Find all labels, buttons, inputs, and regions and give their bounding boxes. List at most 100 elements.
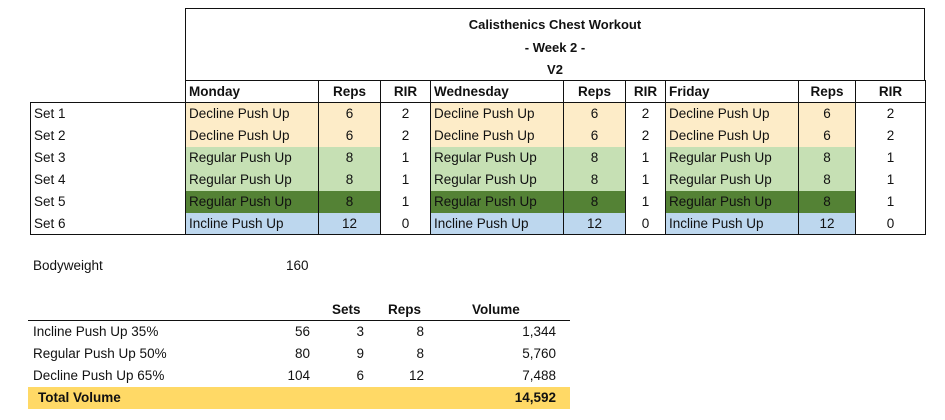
day-header-wednesday[interactable]: Wednesday [430,80,564,103]
exercise-cell-monday[interactable]: Regular Push Up [185,190,319,213]
rir-cell-monday[interactable]: 1 [380,190,431,213]
rir-cell-monday[interactable]: 2 [380,102,431,125]
summary-reps[interactable]: 12 [408,368,424,383]
exercise-cell-wednesday[interactable]: Regular Push Up [430,146,564,169]
rir-cell-wednesday[interactable]: 0 [625,212,666,235]
reps-cell-friday[interactable]: 6 [798,124,856,147]
rir-header[interactable]: RIR [855,80,926,103]
total-volume-value[interactable]: 14,592 [514,390,556,405]
rir-cell-monday[interactable]: 1 [380,146,431,169]
exercise-cell-friday[interactable]: Regular Push Up [665,190,799,213]
summary-row: Decline Push Up 65% 104 6 12 7,488 [28,365,570,387]
reps-header[interactable]: Reps [563,80,626,103]
reps-cell-monday[interactable]: 8 [318,168,381,191]
summary-row: Incline Push Up 35% 56 3 8 1,344 [28,321,570,343]
summary-load[interactable]: 56 [294,324,310,339]
reps-header[interactable]: Reps [318,80,381,103]
reps-cell-wednesday[interactable]: 8 [563,146,626,169]
reps-cell-wednesday[interactable]: 8 [563,190,626,213]
rir-cell-friday[interactable]: 1 [855,190,926,213]
summary-volume[interactable]: 1,344 [522,324,556,339]
rir-cell-wednesday[interactable]: 1 [625,146,666,169]
exercise-cell-monday[interactable]: Incline Push Up [185,212,319,235]
summary-volume[interactable]: 5,760 [522,346,556,361]
rir-cell-friday[interactable]: 1 [855,146,926,169]
summary-sets[interactable]: 3 [356,324,364,339]
total-volume-label: Total Volume [38,390,121,405]
workout-title-block: Calisthenics Chest Workout - Week 2 - V2 [185,8,925,81]
reps-cell-wednesday[interactable]: 12 [563,212,626,235]
exercise-cell-friday[interactable]: Decline Push Up [665,124,799,147]
day-header-row: Monday Reps RIR Wednesday Reps RIR Frida… [30,80,926,103]
rir-header[interactable]: RIR [625,80,666,103]
summary-sets[interactable]: 6 [356,368,364,383]
summary-sets[interactable]: 9 [356,346,364,361]
rir-cell-friday[interactable]: 2 [855,124,926,147]
rir-cell-monday[interactable]: 1 [380,168,431,191]
summary-label[interactable]: Incline Push Up 35% [33,324,159,339]
reps-cell-wednesday[interactable]: 8 [563,168,626,191]
workout-schedule-table: Monday Reps RIR Wednesday Reps RIR Frida… [30,80,926,235]
reps-cell-friday[interactable]: 8 [798,190,856,213]
rir-cell-wednesday[interactable]: 2 [625,102,666,125]
reps-cell-monday[interactable]: 8 [318,146,381,169]
exercise-cell-friday[interactable]: Decline Push Up [665,102,799,125]
set-label[interactable]: Set 5 [30,190,186,213]
reps-cell-monday[interactable]: 6 [318,102,381,125]
rir-cell-wednesday[interactable]: 1 [625,168,666,191]
exercise-cell-friday[interactable]: Incline Push Up [665,212,799,235]
summary-volume[interactable]: 7,488 [522,368,556,383]
summary-reps[interactable]: 8 [416,346,424,361]
day-header-friday[interactable]: Friday [665,80,799,103]
set-row-4: Set 4 Regular Push Up 8 1 Regular Push U… [30,168,926,191]
summary-divider [28,320,570,321]
exercise-cell-monday[interactable]: Regular Push Up [185,146,319,169]
exercise-cell-wednesday[interactable]: Regular Push Up [430,190,564,213]
summary-header-volume: Volume [472,302,520,317]
exercise-cell-monday[interactable]: Decline Push Up [185,124,319,147]
set-label[interactable]: Set 6 [30,212,186,235]
set-label[interactable]: Set 2 [30,124,186,147]
rir-cell-friday[interactable]: 0 [855,212,926,235]
day-header-monday[interactable]: Monday [185,80,319,103]
reps-cell-wednesday[interactable]: 6 [563,102,626,125]
rir-cell-friday[interactable]: 1 [855,168,926,191]
summary-header-reps: Reps [388,302,422,317]
reps-cell-monday[interactable]: 8 [318,190,381,213]
exercise-cell-monday[interactable]: Regular Push Up [185,168,319,191]
set-label[interactable]: Set 4 [30,168,186,191]
set-label[interactable]: Set 3 [30,146,186,169]
reps-cell-monday[interactable]: 6 [318,124,381,147]
summary-label[interactable]: Regular Push Up 50% [33,346,167,361]
rir-cell-friday[interactable]: 2 [855,102,926,125]
summary-label[interactable]: Decline Push Up 65% [33,368,165,383]
summary-reps[interactable]: 8 [416,324,424,339]
rir-cell-monday[interactable]: 2 [380,124,431,147]
reps-cell-wednesday[interactable]: 6 [563,124,626,147]
exercise-cell-friday[interactable]: Regular Push Up [665,168,799,191]
workout-title: Calisthenics Chest Workout [468,17,642,32]
set-row-3: Set 3 Regular Push Up 8 1 Regular Push U… [30,146,926,169]
set-label[interactable]: Set 1 [30,102,186,125]
reps-header[interactable]: Reps [798,80,856,103]
exercise-cell-wednesday[interactable]: Decline Push Up [430,102,564,125]
reps-cell-friday[interactable]: 8 [798,168,856,191]
reps-cell-friday[interactable]: 6 [798,102,856,125]
rir-cell-monday[interactable]: 0 [380,212,431,235]
exercise-cell-monday[interactable]: Decline Push Up [185,102,319,125]
exercise-cell-wednesday[interactable]: Incline Push Up [430,212,564,235]
reps-cell-friday[interactable]: 12 [798,212,856,235]
exercise-cell-wednesday[interactable]: Regular Push Up [430,168,564,191]
reps-cell-monday[interactable]: 12 [318,212,381,235]
bodyweight-value[interactable]: 160 [286,258,309,273]
bodyweight-label: Bodyweight [33,258,103,273]
set-row-2: Set 2 Decline Push Up 6 2 Decline Push U… [30,124,926,147]
rir-header[interactable]: RIR [380,80,431,103]
rir-cell-wednesday[interactable]: 1 [625,190,666,213]
reps-cell-friday[interactable]: 8 [798,146,856,169]
rir-cell-wednesday[interactable]: 2 [625,124,666,147]
exercise-cell-friday[interactable]: Regular Push Up [665,146,799,169]
summary-load[interactable]: 104 [287,368,310,383]
exercise-cell-wednesday[interactable]: Decline Push Up [430,124,564,147]
summary-load[interactable]: 80 [294,346,310,361]
